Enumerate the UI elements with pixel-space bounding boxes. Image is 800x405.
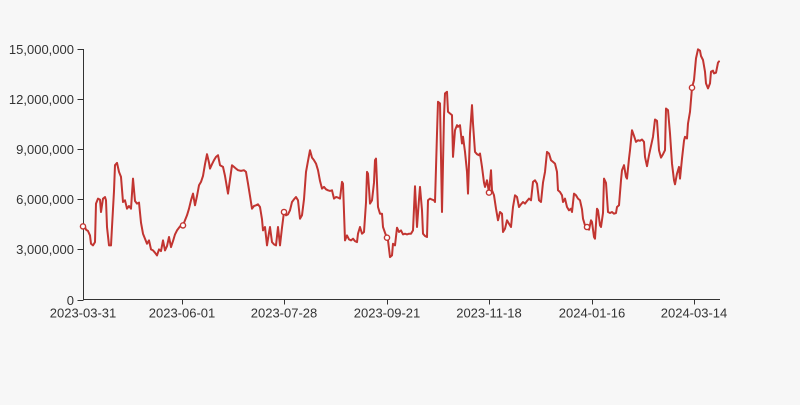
x-axis-tick-label: 2023-11-18 xyxy=(456,306,522,321)
series-point-marker[interactable] xyxy=(583,223,591,231)
series-point-marker[interactable] xyxy=(383,234,391,241)
x-axis-tick-label: 2023-06-01 xyxy=(149,306,216,321)
y-axis-tick-label: 3,000,000 xyxy=(16,242,74,257)
series-point-marker[interactable] xyxy=(79,223,87,230)
series-line[interactable] xyxy=(82,48,720,259)
y-axis-tick-label: 15,000,000 xyxy=(9,42,74,57)
x-axis-tick-label: 2024-03-14 xyxy=(661,306,728,321)
series-point-marker[interactable] xyxy=(280,208,288,216)
y-axis-tick-label: 0 xyxy=(67,293,74,308)
x-axis-tick-label: 2023-03-31 xyxy=(50,306,117,321)
y-axis-tick-label: 12,000,000 xyxy=(9,92,74,107)
series-point-marker[interactable] xyxy=(179,222,187,229)
series-point-marker[interactable] xyxy=(485,189,493,196)
y-axis-tick-label: 9,000,000 xyxy=(16,142,74,157)
x-axis-tick-label: 2023-09-21 xyxy=(354,306,421,321)
y-axis-tick-label: 6,000,000 xyxy=(16,192,74,207)
x-axis-tick-label: 2023-07-28 xyxy=(251,306,318,321)
x-axis-tick-label: 2024-01-16 xyxy=(559,306,626,321)
series-point-marker[interactable] xyxy=(688,84,696,91)
